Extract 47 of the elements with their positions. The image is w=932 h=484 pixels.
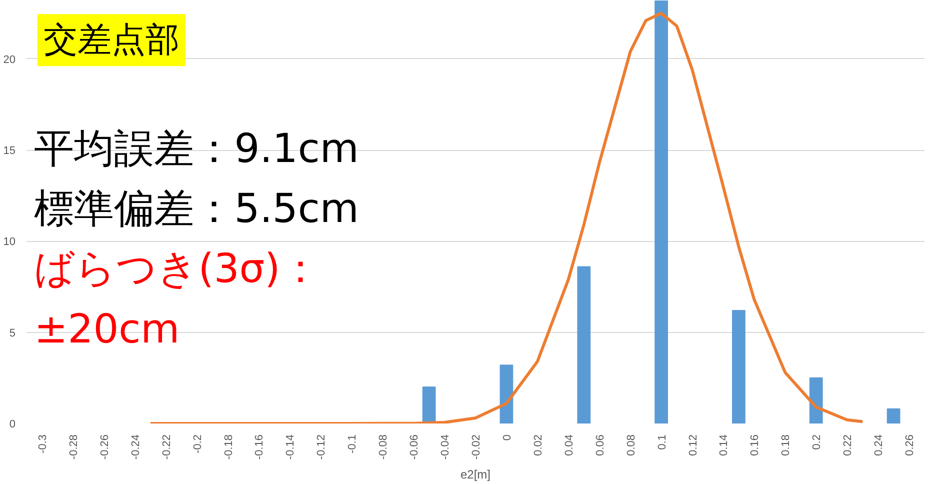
- y-tick-label: 10: [3, 236, 16, 248]
- x-tick-label: 0.1: [656, 434, 668, 450]
- bar: [809, 377, 823, 424]
- x-tick-label: -0.1: [346, 434, 359, 454]
- x-tick-label: -0.06: [408, 434, 421, 460]
- x-tick-label: 0.12: [687, 434, 700, 456]
- x-tick-label: 0.26: [904, 434, 916, 456]
- x-tick-label: 0.14: [718, 434, 730, 456]
- x-tick-label: 0: [501, 434, 514, 441]
- bar: [654, 0, 668, 424]
- annotation: 平均誤差：9.1cm: [34, 126, 359, 172]
- x-tick-label: -0.28: [68, 434, 80, 460]
- bar: [422, 386, 436, 424]
- bar: [886, 408, 900, 424]
- x-tick-label: 0.22: [842, 434, 854, 456]
- x-tick-label: -0.24: [130, 434, 142, 460]
- annotation: ばらつき(3σ)：: [34, 246, 320, 292]
- y-tick-label: 5: [9, 327, 16, 340]
- x-tick-label: 0.06: [594, 434, 606, 456]
- annotation: ±20cm: [34, 306, 180, 352]
- bar: [732, 310, 746, 424]
- x-tick-label: -0.22: [160, 434, 173, 460]
- x-tick-label: -0.26: [98, 434, 111, 460]
- x-tick-label: 0.18: [780, 434, 792, 456]
- x-tick-label: -0.02: [470, 434, 482, 460]
- x-tick-label: -0.14: [284, 434, 297, 460]
- x-tick-label: 0.02: [532, 434, 544, 456]
- x-tick-label: -0.12: [316, 434, 328, 460]
- x-tick-label: -0.04: [440, 434, 452, 460]
- x-axis-title: e2[m]: [460, 468, 491, 482]
- x-tick-label: -0.2: [192, 434, 204, 454]
- y-tick-label: 15: [3, 145, 16, 158]
- x-tick-label: -0.08: [378, 434, 390, 460]
- x-tick-label: -0.3: [36, 434, 49, 454]
- y-tick-label: 0: [9, 418, 16, 430]
- x-tick-label: -0.18: [222, 434, 235, 460]
- x-tick-label: 0.2: [811, 434, 824, 450]
- x-tick-label: 0.08: [625, 434, 638, 456]
- x-tick-label: 0.24: [873, 434, 886, 456]
- x-tick-label: 0.04: [563, 434, 576, 456]
- x-tick-label: 0.16: [749, 434, 762, 456]
- text: 交差点部: [43, 20, 180, 60]
- x-tick-label: -0.16: [254, 434, 266, 460]
- y-tick-label: 20: [3, 54, 16, 66]
- bar: [500, 364, 514, 424]
- bar: [577, 266, 591, 424]
- annotation: 標準偏差：5.5cm: [34, 186, 359, 232]
